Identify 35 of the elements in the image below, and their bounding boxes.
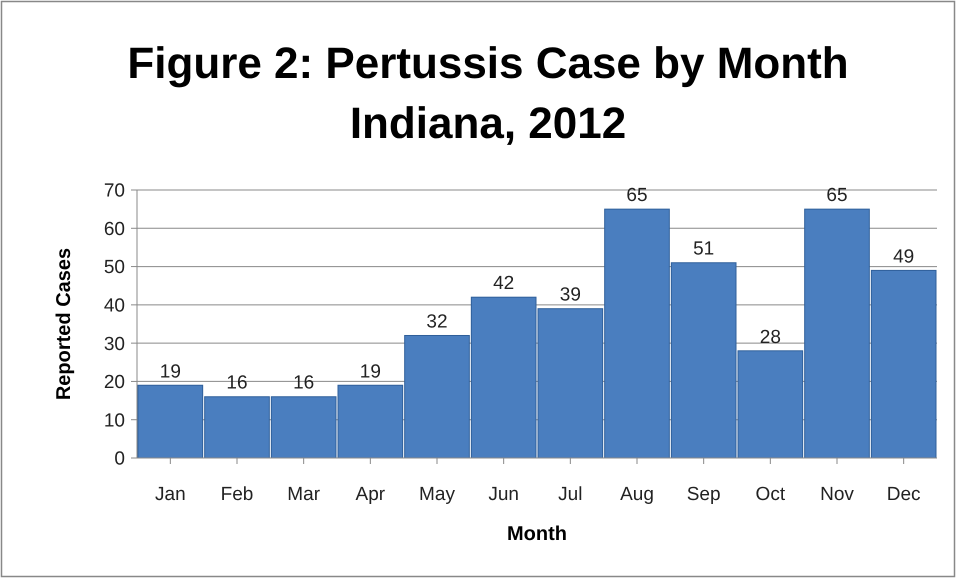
x-tick-label: Sep xyxy=(686,484,721,505)
x-tick-label: Jul xyxy=(558,484,582,505)
y-axis-title: Reported Cases xyxy=(53,248,75,400)
x-tick-label: Mar xyxy=(287,484,321,505)
data-label: 19 xyxy=(160,361,181,382)
y-tick-label: 10 xyxy=(104,410,125,432)
x-tick-label: May xyxy=(419,484,456,505)
data-label: 42 xyxy=(493,273,514,294)
x-tick-label: Feb xyxy=(220,484,254,505)
chart-title: Figure 2: Pertussis Case by Month Indiana, 2012 xyxy=(127,39,849,148)
y-tick-label: 70 xyxy=(104,180,125,202)
data-label: 16 xyxy=(293,372,314,394)
data-label: 16 xyxy=(226,372,248,394)
data-label: 28 xyxy=(760,326,781,348)
x-tick-label: Jan xyxy=(155,484,186,505)
x-tick-label: Dec xyxy=(886,484,921,505)
data-label: 65 xyxy=(826,185,848,206)
y-tick-label: 30 xyxy=(104,334,125,355)
y-tick-label: 20 xyxy=(104,372,125,394)
y-tick-label: 0 xyxy=(114,448,125,470)
data-label: 65 xyxy=(626,185,648,206)
x-tick-label: Jun xyxy=(488,484,519,505)
data-label: 19 xyxy=(360,361,381,382)
data-label: 49 xyxy=(893,246,914,268)
y-tick-label: 40 xyxy=(104,296,125,317)
x-axis-title: Month xyxy=(507,523,567,545)
x-tick-label: Nov xyxy=(820,484,854,505)
y-tick-label: 60 xyxy=(104,218,125,240)
data-label: 39 xyxy=(560,284,581,306)
x-tick-label: Aug xyxy=(620,484,654,505)
data-label: 51 xyxy=(693,238,714,260)
data-label: 32 xyxy=(426,311,448,332)
x-tick-label: Oct xyxy=(756,484,786,505)
x-tick-label: Apr xyxy=(356,484,386,505)
y-tick-label: 50 xyxy=(104,257,125,278)
